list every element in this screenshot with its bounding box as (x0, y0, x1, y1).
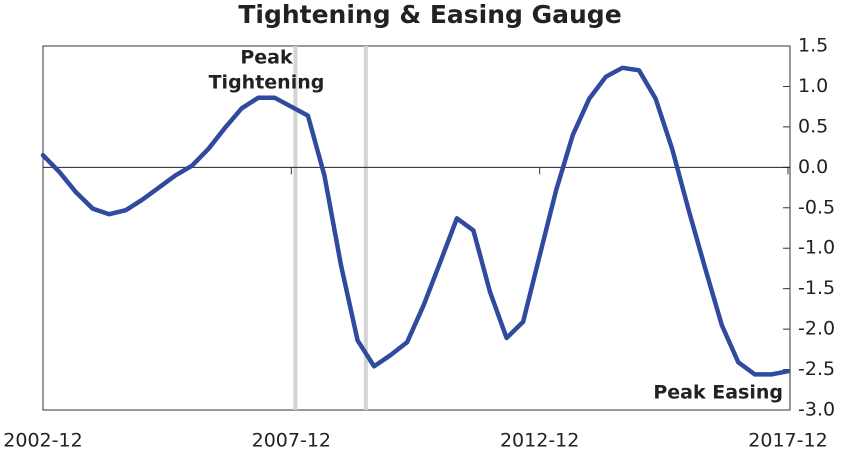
y-tick-label: 1.5 (798, 35, 828, 57)
x-tick-label: 2012-12 (500, 430, 579, 452)
y-tick-label: -3.0 (798, 399, 835, 421)
chart-title: Tightening & Easing Gauge (238, 0, 621, 29)
x-tick-label: 2002-12 (3, 430, 82, 452)
annotation: Peak Easing (653, 382, 783, 404)
annotation: Peak (240, 47, 293, 69)
line-series (40, 65, 791, 377)
y-tick-label: 0.0 (798, 156, 828, 178)
annotation: Tightening (209, 72, 325, 94)
x-tick-label: 2017-12 (748, 430, 827, 452)
y-tick-label: -1.5 (798, 277, 835, 299)
x-tick-label: 2007-12 (252, 430, 331, 452)
y-tick-label: -2.0 (798, 318, 835, 340)
y-tick-label: 1.0 (798, 75, 828, 97)
y-tick-label: 0.5 (798, 115, 828, 137)
y-tick-label: -2.5 (798, 358, 835, 380)
y-tick-label: -0.5 (798, 196, 835, 218)
y-tick-label: -1.0 (798, 237, 835, 259)
plot-frame (42, 45, 791, 411)
